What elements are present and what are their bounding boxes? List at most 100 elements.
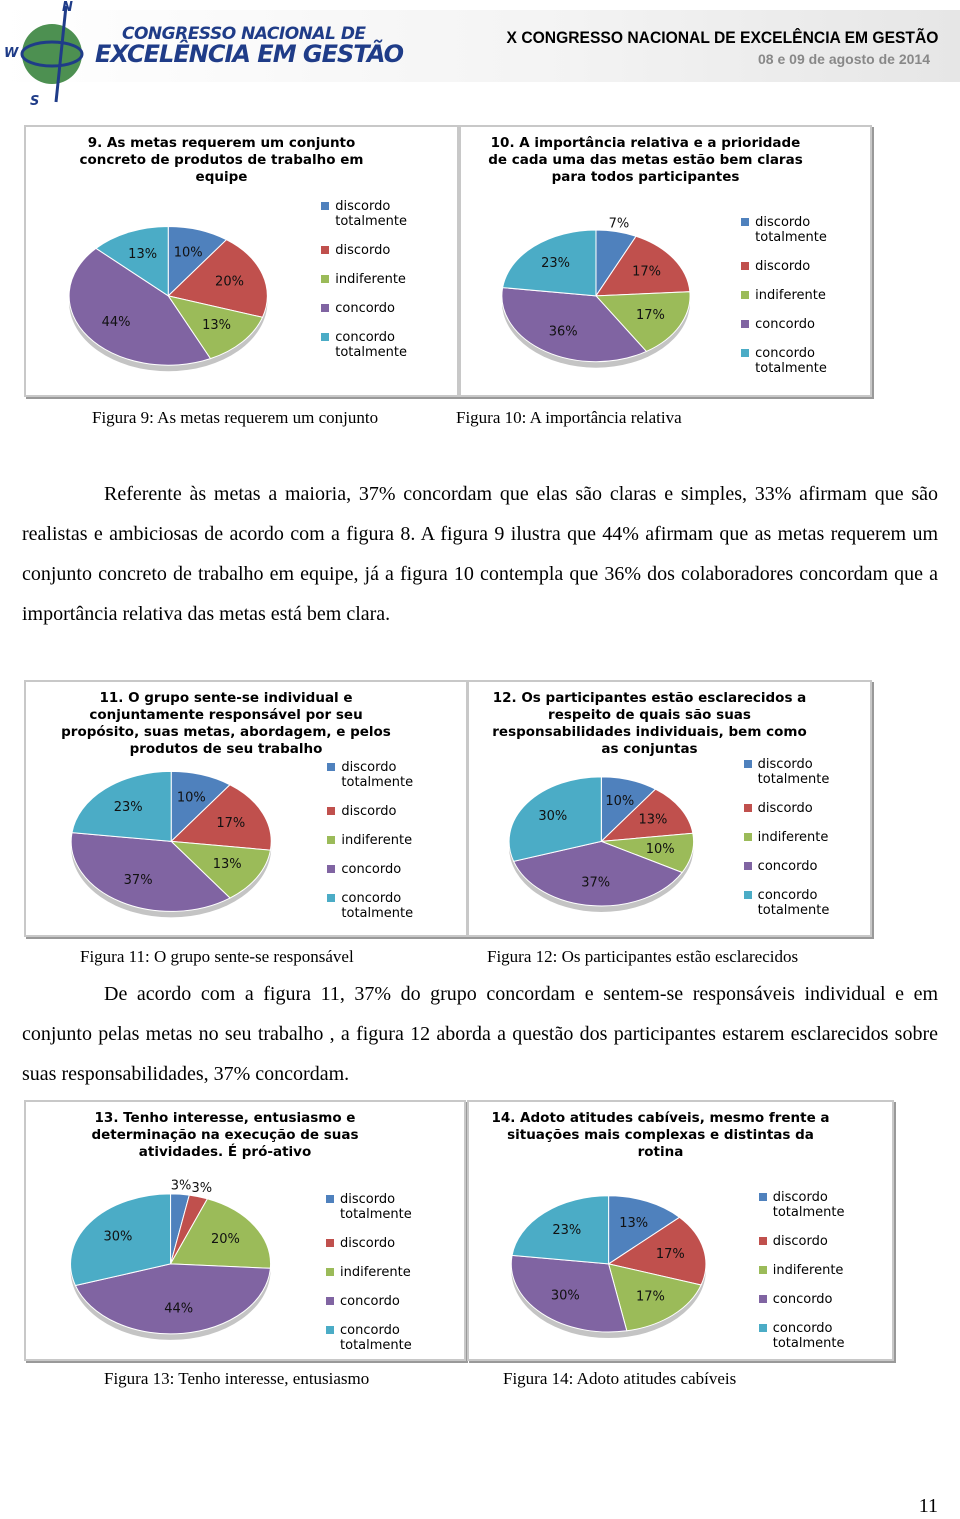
legend-label: concordo totalmente bbox=[335, 330, 407, 360]
legend: discordo totalmente discordo indiferente co… bbox=[326, 1192, 458, 1367]
slice-label: 17% bbox=[636, 308, 665, 323]
slice-label: 13% bbox=[202, 318, 231, 333]
slice-label: 13% bbox=[638, 813, 667, 828]
pie-area: 7% 17% 17% 36% 23% bbox=[501, 216, 691, 368]
legend-label: discordo bbox=[772, 1234, 828, 1249]
legend-item: concordo bbox=[743, 859, 864, 874]
pie-slice bbox=[595, 235, 691, 297]
pie-slice bbox=[608, 1195, 681, 1265]
compass-letter: S bbox=[30, 94, 40, 109]
slice-label: 17% bbox=[636, 1290, 665, 1305]
legend-item: discordo bbox=[321, 243, 451, 258]
legend-swatch bbox=[327, 836, 336, 844]
legend-swatch bbox=[758, 1237, 767, 1245]
header-bar bbox=[0, 10, 960, 82]
legend-swatch bbox=[758, 1295, 767, 1303]
legend-swatch bbox=[321, 304, 330, 312]
pie-slice bbox=[607, 1216, 707, 1286]
slice-label: 10% bbox=[605, 794, 634, 809]
legend-label: discordo bbox=[755, 259, 811, 274]
legend-item: concordo bbox=[741, 317, 864, 332]
slice-label: 13% bbox=[619, 1216, 648, 1231]
pie-area: 13% 17% 17% 30% 23% bbox=[510, 1195, 707, 1339]
legend-swatch bbox=[758, 1193, 767, 1201]
chart-title: 11. O grupo sente-se individual e conjun… bbox=[61, 690, 391, 757]
slice-label: 23% bbox=[114, 800, 143, 815]
legend-label: concordo bbox=[757, 859, 818, 874]
pie-area: 10% 20% 13% 44% 13% bbox=[68, 225, 268, 372]
caption: Figura 14: Adoto atitudes cabíveis bbox=[503, 1369, 737, 1388]
pie-slice bbox=[169, 1198, 272, 1269]
legend-label: concordo bbox=[341, 862, 402, 877]
pie-slice bbox=[607, 1263, 702, 1332]
legend-item: indiferente bbox=[321, 272, 451, 287]
compass-letter: W bbox=[4, 46, 19, 61]
legend-swatch bbox=[326, 1239, 335, 1247]
slice-label: 36% bbox=[549, 324, 578, 339]
legend-item: discordo totalmente bbox=[327, 760, 460, 790]
legend-swatch bbox=[758, 1266, 767, 1274]
legend-item: concordo bbox=[327, 862, 460, 877]
header-date: 08 e 09 de agosto de 2014 bbox=[758, 51, 930, 67]
caption: Figura 10: A importância relativa bbox=[456, 408, 682, 427]
legend-swatch bbox=[326, 1297, 335, 1305]
legend-swatch bbox=[326, 1268, 335, 1276]
caption: Figura 13: Tenho interesse, entusiasmo bbox=[104, 1369, 370, 1388]
pie-slice bbox=[502, 229, 597, 297]
slice-label: 13% bbox=[128, 247, 157, 262]
legend-label: indiferente bbox=[340, 1265, 411, 1280]
pie-slice bbox=[95, 225, 169, 297]
legend-label: indiferente bbox=[335, 272, 406, 287]
legend-item: discordo totalmente bbox=[326, 1192, 458, 1222]
legend-swatch bbox=[743, 833, 752, 841]
pie-slice bbox=[169, 840, 272, 899]
pie-area: 3% 3% 20% 44% 30% bbox=[70, 1178, 272, 1340]
legend-swatch bbox=[743, 804, 752, 812]
slice-label: 3% bbox=[171, 1178, 192, 1193]
legend-swatch bbox=[321, 202, 330, 210]
legend: discordo totalmente discordo indiferente co… bbox=[321, 199, 451, 374]
legend: discordo totalmente discordo indiferente co… bbox=[327, 760, 460, 935]
slice-label: 30% bbox=[104, 1230, 133, 1245]
legend-swatch bbox=[321, 275, 330, 283]
legend-label: concordo totalmente bbox=[755, 346, 827, 376]
legend-label: discordo bbox=[757, 801, 813, 816]
slice-label: 44% bbox=[164, 1302, 193, 1317]
slice-label: 20% bbox=[215, 274, 244, 289]
legend: discordo totalmente discordo indiferente co… bbox=[743, 757, 864, 932]
pie-slice bbox=[508, 776, 602, 862]
compass-letter: N bbox=[62, 0, 73, 15]
legend-label: discordo totalmente bbox=[341, 760, 414, 790]
pie-slice bbox=[71, 770, 172, 842]
legend-swatch bbox=[741, 218, 750, 226]
pie-slice bbox=[70, 1193, 172, 1287]
legend-label: concordo totalmente bbox=[757, 888, 830, 918]
pie-slice bbox=[599, 788, 694, 843]
slice-label: 17% bbox=[656, 1247, 685, 1262]
pie-area: 10% 17% 13% 37% 23% bbox=[70, 770, 272, 918]
slice-label: 23% bbox=[552, 1223, 581, 1238]
legend-item: discordo bbox=[743, 801, 864, 816]
legend-swatch bbox=[327, 865, 336, 873]
slice-label: 10% bbox=[646, 842, 675, 857]
legend: discordo totalmente discordo indiferente co… bbox=[741, 215, 864, 390]
slice-label: 37% bbox=[124, 873, 153, 888]
legend-item: concordo bbox=[321, 301, 451, 316]
pie-slice bbox=[167, 295, 264, 360]
pie-slice bbox=[511, 1195, 610, 1265]
pie-slice bbox=[167, 239, 268, 318]
legend-swatch bbox=[321, 333, 330, 341]
legend-label: indiferente bbox=[757, 830, 829, 845]
legend-label: indiferente bbox=[755, 288, 826, 303]
legend-swatch bbox=[741, 291, 750, 299]
legend-item: indiferente bbox=[327, 833, 460, 848]
legend-item: concordo totalmente bbox=[321, 330, 451, 360]
slice-label: 7% bbox=[609, 216, 630, 231]
legend-swatch bbox=[321, 246, 330, 254]
legend-item: concordo totalmente bbox=[327, 891, 460, 921]
caption: Figura 12: Os participantes estão esclar… bbox=[487, 947, 799, 966]
legend-item: discordo totalmente bbox=[743, 757, 864, 787]
legend-label: concordo bbox=[772, 1292, 833, 1307]
chart-frame: 9. As metas requerem um conjunto concret… bbox=[24, 125, 459, 397]
